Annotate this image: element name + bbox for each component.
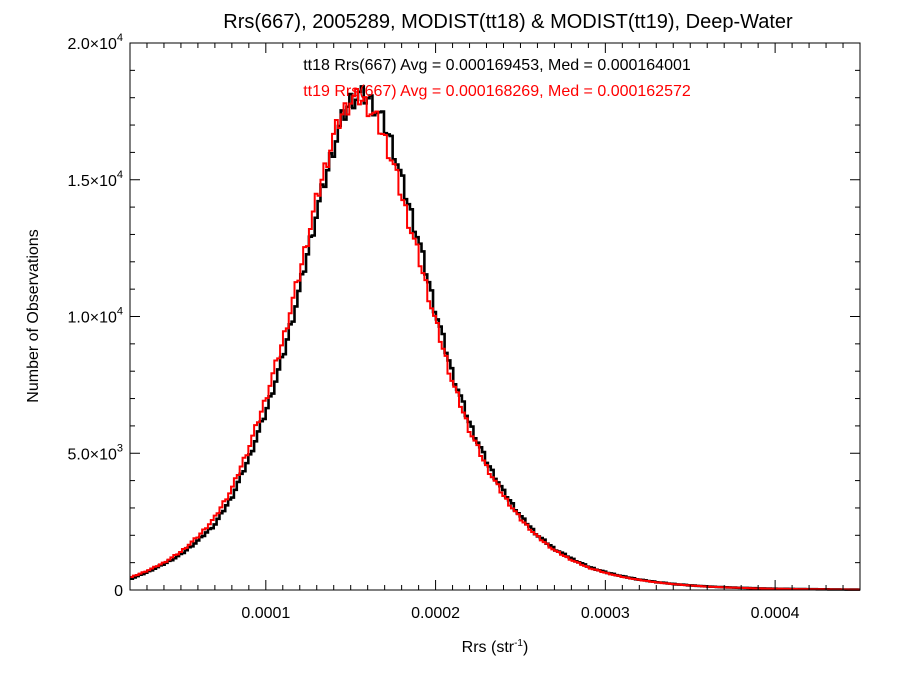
annotation-tt18: tt18 Rrs(667) Avg = 0.000169453, Med = 0…: [303, 57, 691, 74]
y-tick-exponent: 3: [117, 442, 123, 454]
y-tick-mantissa: 5.0×10: [67, 446, 116, 463]
plot-frame: [129, 42, 861, 591]
y-tick-mantissa: 2.0×10: [67, 36, 116, 53]
y-tick-exponent: 4: [117, 32, 123, 44]
y-tick-exponent: 4: [117, 169, 123, 181]
annotation-tt19: tt19 Rrs(667) Avg = 0.000168269, Med = 0…: [303, 83, 691, 100]
y-tick-mantissa: 1.5×10: [67, 173, 116, 190]
x-tick-label: 0.0004: [751, 605, 800, 622]
y-axis-label: Number of Observations: [25, 229, 42, 402]
y-tick-mantissa: 0: [114, 583, 123, 600]
y-tick-label: 1.0×104: [67, 306, 123, 327]
x-axis-label-main: Rrs (str: [462, 639, 515, 656]
x-tick-label: 0.0002: [411, 605, 460, 622]
series-tt19-line: [130, 87, 860, 591]
y-tick-label: 5.0×103: [67, 442, 123, 463]
x-axis-label-close: ): [523, 639, 528, 656]
x-axis-label-superscript: -1: [514, 638, 523, 649]
x-axis-label: Rrs (str-1): [462, 638, 529, 656]
ticks-layer: 0.0001 0.0002 0.0003 0.000405.0×1031.0×1041…: [67, 32, 860, 622]
y-tick-label: 2.0×104: [67, 32, 123, 53]
series-tt18-line: [130, 85, 860, 591]
series-layer: [130, 85, 860, 591]
y-tick-label: 1.5×104: [67, 169, 123, 190]
y-tick-label: 0: [114, 583, 123, 600]
y-tick-exponent: 4: [117, 306, 123, 318]
y-tick-mantissa: 1.0×10: [67, 310, 116, 327]
x-tick-label: 0.0001: [241, 605, 290, 622]
chart-title: Rrs(667), 2005289, MODIST(tt18) & MODIST…: [223, 11, 793, 33]
x-tick-label: 0.0003: [581, 605, 630, 622]
